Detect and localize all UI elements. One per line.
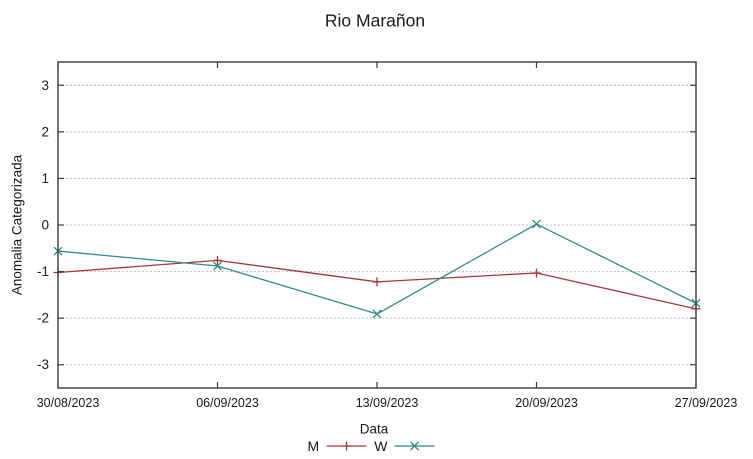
legend-swatch-m-icon: [326, 441, 367, 451]
legend-swatch-w-icon: [394, 441, 435, 451]
y-tick-label: 0: [41, 218, 49, 233]
x-tick-label: 13/09/2023: [356, 396, 419, 410]
plot-border: [57, 61, 697, 389]
y-tick-label: 1: [41, 171, 49, 186]
y-tick-label: -3: [37, 357, 49, 372]
series-line-w: [57, 223, 697, 315]
x-tick-label: 27/09/2023: [675, 396, 738, 410]
y-tick-label: -2: [37, 311, 49, 326]
tick-marks: [57, 62, 697, 388]
y-tick-labels: 3 2 1 0 -1 -2 -3: [37, 78, 49, 372]
series-markers-m: [53, 255, 701, 314]
x-tick-label: 30/08/2023: [37, 396, 100, 410]
series-markers-w: [53, 219, 701, 319]
y-tick-label: 2: [41, 124, 49, 139]
x-tick-label: 06/09/2023: [196, 396, 259, 410]
data-point-marker: [213, 261, 222, 271]
data-point-marker: [532, 268, 541, 278]
legend-label-w: W: [374, 438, 388, 454]
data-point-marker: [532, 219, 541, 229]
y-tick-label: -1: [37, 264, 49, 279]
data-point-marker: [372, 309, 382, 319]
x-tick-label: 20/09/2023: [515, 396, 578, 410]
data-point-marker: [213, 255, 222, 265]
x-axis-label: Data: [359, 421, 389, 437]
y-tick-label: 3: [41, 78, 49, 93]
legend-label-m: M: [307, 438, 320, 454]
chart-title: Rio Marañon: [324, 10, 426, 31]
legend-item-m: M: [308, 439, 367, 453]
legend-item-w: W: [374, 438, 435, 454]
x-tick-labels: 30/08/2023 06/09/2023 13/09/2023 20/09/2023…: [37, 396, 738, 410]
gridlines: [58, 84, 696, 366]
data-point-marker: [372, 277, 382, 287]
y-axis-label: Anomalia Categorizada: [9, 154, 25, 296]
